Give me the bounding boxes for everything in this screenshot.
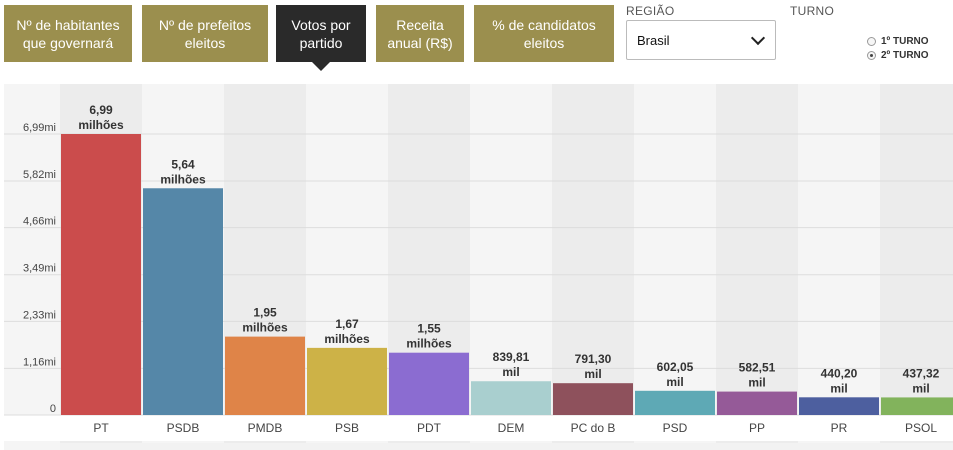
chevron-down-icon: [750, 30, 766, 45]
tab-votos[interactable]: Votos por partido: [276, 5, 366, 71]
turno-option-2[interactable]: 2º TURNO: [867, 50, 929, 61]
bar-value-label: 602,05: [657, 360, 694, 374]
turno-option-2-label: 2º TURNO: [881, 50, 929, 61]
bar-value-unit: milhões: [160, 172, 206, 186]
turno-label: TURNO: [790, 4, 835, 18]
active-tab-pointer: [312, 62, 330, 71]
y-tick-label: 1,16mi: [23, 356, 56, 368]
bar-value-label: 1,67: [335, 317, 359, 331]
column-stripe: [716, 84, 798, 450]
y-tick-label: 5,82mi: [23, 169, 56, 181]
bar-value-unit: mil: [748, 376, 765, 390]
bar-pdt[interactable]: [389, 352, 469, 415]
column-stripe: [880, 84, 953, 450]
bar-pmdb[interactable]: [225, 336, 305, 415]
bar-value-unit: mil: [912, 381, 929, 395]
tab-receita[interactable]: Receita anual (R$): [376, 5, 464, 62]
x-category-label: PSDB: [167, 421, 200, 435]
x-category-label: PDT: [417, 421, 442, 435]
bar-value-label: 1,55: [417, 322, 441, 336]
tab-votos-label: Votos por partido: [291, 16, 351, 51]
region-label: REGIÃO: [626, 4, 675, 18]
tab-prefeitos[interactable]: Nº de prefeitos eleitos: [142, 5, 268, 62]
tab-candidatos-label: % de candidatos eleitos: [492, 16, 596, 51]
bar-value-label: 6,99: [89, 103, 113, 117]
tab-habitantes-label: Nº de habitantes que governará: [16, 16, 120, 51]
bar-pt[interactable]: [61, 134, 141, 415]
bottom-strip: [60, 443, 953, 450]
tab-habitantes[interactable]: Nº de habitantes que governará: [4, 5, 132, 62]
bar-value-unit: mil: [502, 365, 519, 379]
x-category-label: PSB: [335, 421, 359, 435]
region-select[interactable]: Brasil: [626, 20, 776, 60]
bar-psd[interactable]: [635, 390, 715, 415]
bar-dem[interactable]: [471, 381, 551, 415]
y-tick-label: 4,66mi: [23, 216, 56, 228]
x-category-label: PSD: [663, 421, 688, 435]
bar-value-label: 839,81: [493, 350, 530, 364]
tab-receita-label: Receita anual (R$): [387, 16, 453, 51]
x-category-label: PSOL: [905, 421, 937, 435]
bar-value-unit: milhões: [406, 337, 452, 351]
bar-value-label: 791,30: [575, 352, 612, 366]
bar-pc-do-b[interactable]: [553, 383, 633, 415]
radio-icon[interactable]: [867, 37, 876, 46]
turno-option-1[interactable]: 1º TURNO: [867, 36, 929, 47]
x-category-label: PP: [749, 421, 765, 435]
bar-psdb[interactable]: [143, 188, 223, 415]
x-category-label: PR: [831, 421, 848, 435]
radio-selected-icon[interactable]: [867, 51, 876, 60]
y-tick-label: 3,49mi: [23, 263, 56, 275]
bar-value-label: 437,32: [903, 366, 940, 380]
region-selected-value: Brasil: [637, 32, 670, 48]
bar-value-label: 5,64: [171, 157, 195, 171]
category-band: [4, 415, 953, 441]
turno-option-1-label: 1º TURNO: [881, 36, 929, 47]
bar-value-label: 582,51: [739, 361, 776, 375]
bar-value-label: 1,95: [253, 306, 277, 320]
x-category-label: PT: [93, 421, 109, 435]
bar-psol[interactable]: [881, 397, 953, 415]
bar-pp[interactable]: [717, 391, 797, 415]
tab-prefeitos-label: Nº de prefeitos eleitos: [158, 16, 252, 51]
tab-candidatos[interactable]: % de candidatos eleitos: [474, 5, 614, 62]
bar-value-unit: milhões: [242, 321, 288, 335]
bar-value-unit: mil: [830, 381, 847, 395]
bar-value-label: 440,20: [821, 366, 858, 380]
bar-pr[interactable]: [799, 397, 879, 415]
y-tick-label: 6,99mi: [23, 122, 56, 134]
bar-value-unit: milhões: [324, 332, 370, 346]
bar-value-unit: mil: [584, 367, 601, 381]
bar-psb[interactable]: [307, 347, 387, 415]
x-category-label: PC do B: [571, 421, 616, 435]
y-tick-label: 2,33mi: [23, 309, 56, 321]
bar-value-unit: mil: [666, 375, 683, 389]
x-category-label: PMDB: [248, 421, 283, 435]
bar-value-unit: milhões: [78, 118, 124, 132]
y-tick-label: 0: [50, 403, 56, 415]
x-category-label: DEM: [498, 421, 525, 435]
